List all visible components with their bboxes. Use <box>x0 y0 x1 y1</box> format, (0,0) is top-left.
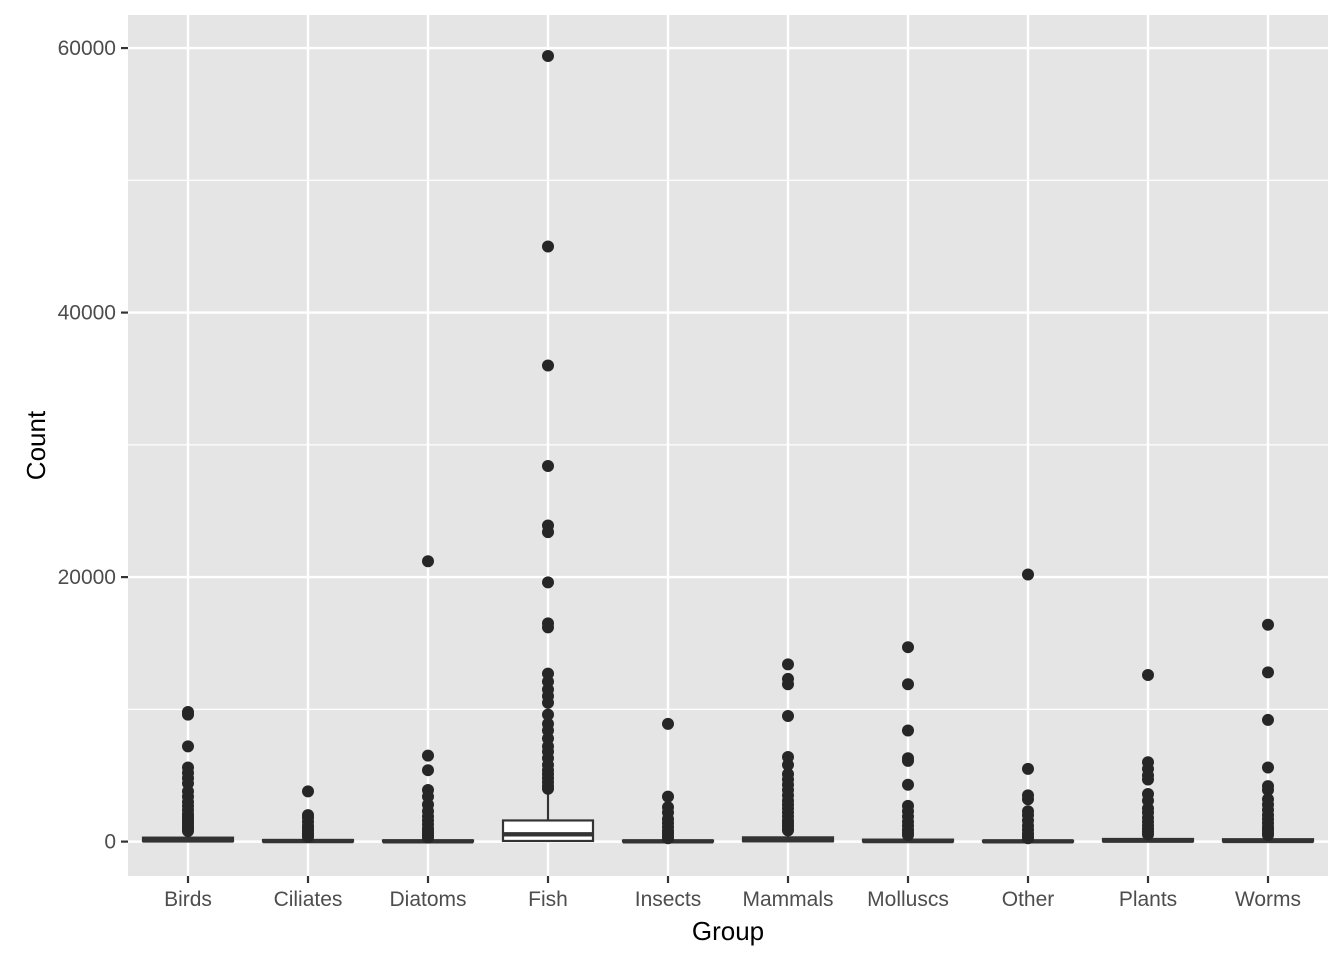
plot-panel <box>128 15 1328 876</box>
outlier-point <box>662 790 674 803</box>
x-tick-label: Insects <box>635 888 702 911</box>
outlier-point <box>1262 829 1274 841</box>
outlier-point <box>542 526 554 539</box>
outlier-point <box>1022 793 1034 806</box>
outlier-point <box>902 829 914 841</box>
x-tick-label: Ciliates <box>274 888 343 911</box>
outlier-point <box>182 708 194 721</box>
y-tick-label: 20000 <box>58 566 116 589</box>
y-axis: 0 20000 40000 60000 <box>58 37 128 854</box>
x-tick-label: Mammals <box>742 888 833 911</box>
outlier-point <box>782 709 794 722</box>
outlier-point <box>662 832 674 845</box>
x-tick-label: Birds <box>164 888 212 911</box>
outlier-point <box>1142 828 1154 841</box>
outlier-point <box>542 708 554 721</box>
x-tick-label: Molluscs <box>867 888 949 911</box>
outlier-point <box>782 658 794 671</box>
outlier-point <box>1142 773 1154 786</box>
x-tick-label: Worms <box>1235 888 1301 911</box>
box-iqr <box>501 819 595 843</box>
outlier-point <box>1262 666 1274 679</box>
outlier-point <box>542 696 554 709</box>
minor-gridlines <box>128 179 1328 710</box>
outlier-point <box>542 576 554 589</box>
outlier-point <box>542 782 554 795</box>
box-insects <box>621 717 715 845</box>
y-tick-label: 60000 <box>58 37 116 60</box>
outlier-point <box>542 460 554 472</box>
outlier-point <box>422 831 434 844</box>
outlier-point <box>542 240 554 253</box>
outlier-point <box>782 678 794 691</box>
outlier-point <box>182 740 194 753</box>
outlier-point <box>302 785 314 798</box>
box-diatoms <box>381 555 475 844</box>
outlier-point <box>902 678 914 691</box>
x-tick-label: Diatoms <box>389 888 466 911</box>
box-fish <box>501 50 595 843</box>
outlier-point <box>542 621 554 634</box>
outlier-point <box>1262 713 1274 726</box>
outlier-point <box>782 758 794 771</box>
outlier-point <box>1022 832 1034 845</box>
box-plants <box>1101 668 1195 843</box>
outlier-point <box>1022 762 1034 775</box>
outlier-point <box>422 749 434 762</box>
box-mammals <box>741 658 835 843</box>
x-tick-label: Plants <box>1119 888 1177 911</box>
outlier-point <box>302 830 314 843</box>
outlier-point <box>542 50 554 62</box>
outlier-point <box>1262 761 1274 774</box>
box-molluscs <box>861 641 955 844</box>
box-ciliates <box>261 785 355 844</box>
x-axis-title: Group <box>692 916 764 946</box>
outlier-point <box>902 778 914 791</box>
box-other <box>981 568 1075 845</box>
x-axis: Birds Ciliates Diatoms Fish Insects Mammals Mo… <box>164 876 1301 911</box>
outlier-point <box>1262 784 1274 797</box>
outlier-point <box>1262 618 1274 631</box>
box-group <box>141 50 1315 845</box>
outlier-point <box>902 754 914 767</box>
outlier-point <box>902 641 914 654</box>
y-tick-label: 0 <box>104 831 116 854</box>
outlier-point <box>902 724 914 737</box>
outlier-point <box>1022 568 1034 581</box>
box-worms <box>1221 618 1315 844</box>
y-tick-label: 40000 <box>58 302 116 325</box>
x-tick-label: Other <box>1002 888 1055 911</box>
outlier-point <box>422 555 434 568</box>
outlier-point <box>782 824 794 837</box>
outlier-point <box>422 764 434 777</box>
outlier-point <box>662 717 674 730</box>
x-tick-label: Fish <box>528 888 568 911</box>
outlier-point <box>542 359 554 372</box>
outlier-point <box>182 825 194 838</box>
box-birds <box>141 706 235 843</box>
outlier-point <box>1142 668 1154 681</box>
y-axis-title: Count <box>21 410 51 480</box>
